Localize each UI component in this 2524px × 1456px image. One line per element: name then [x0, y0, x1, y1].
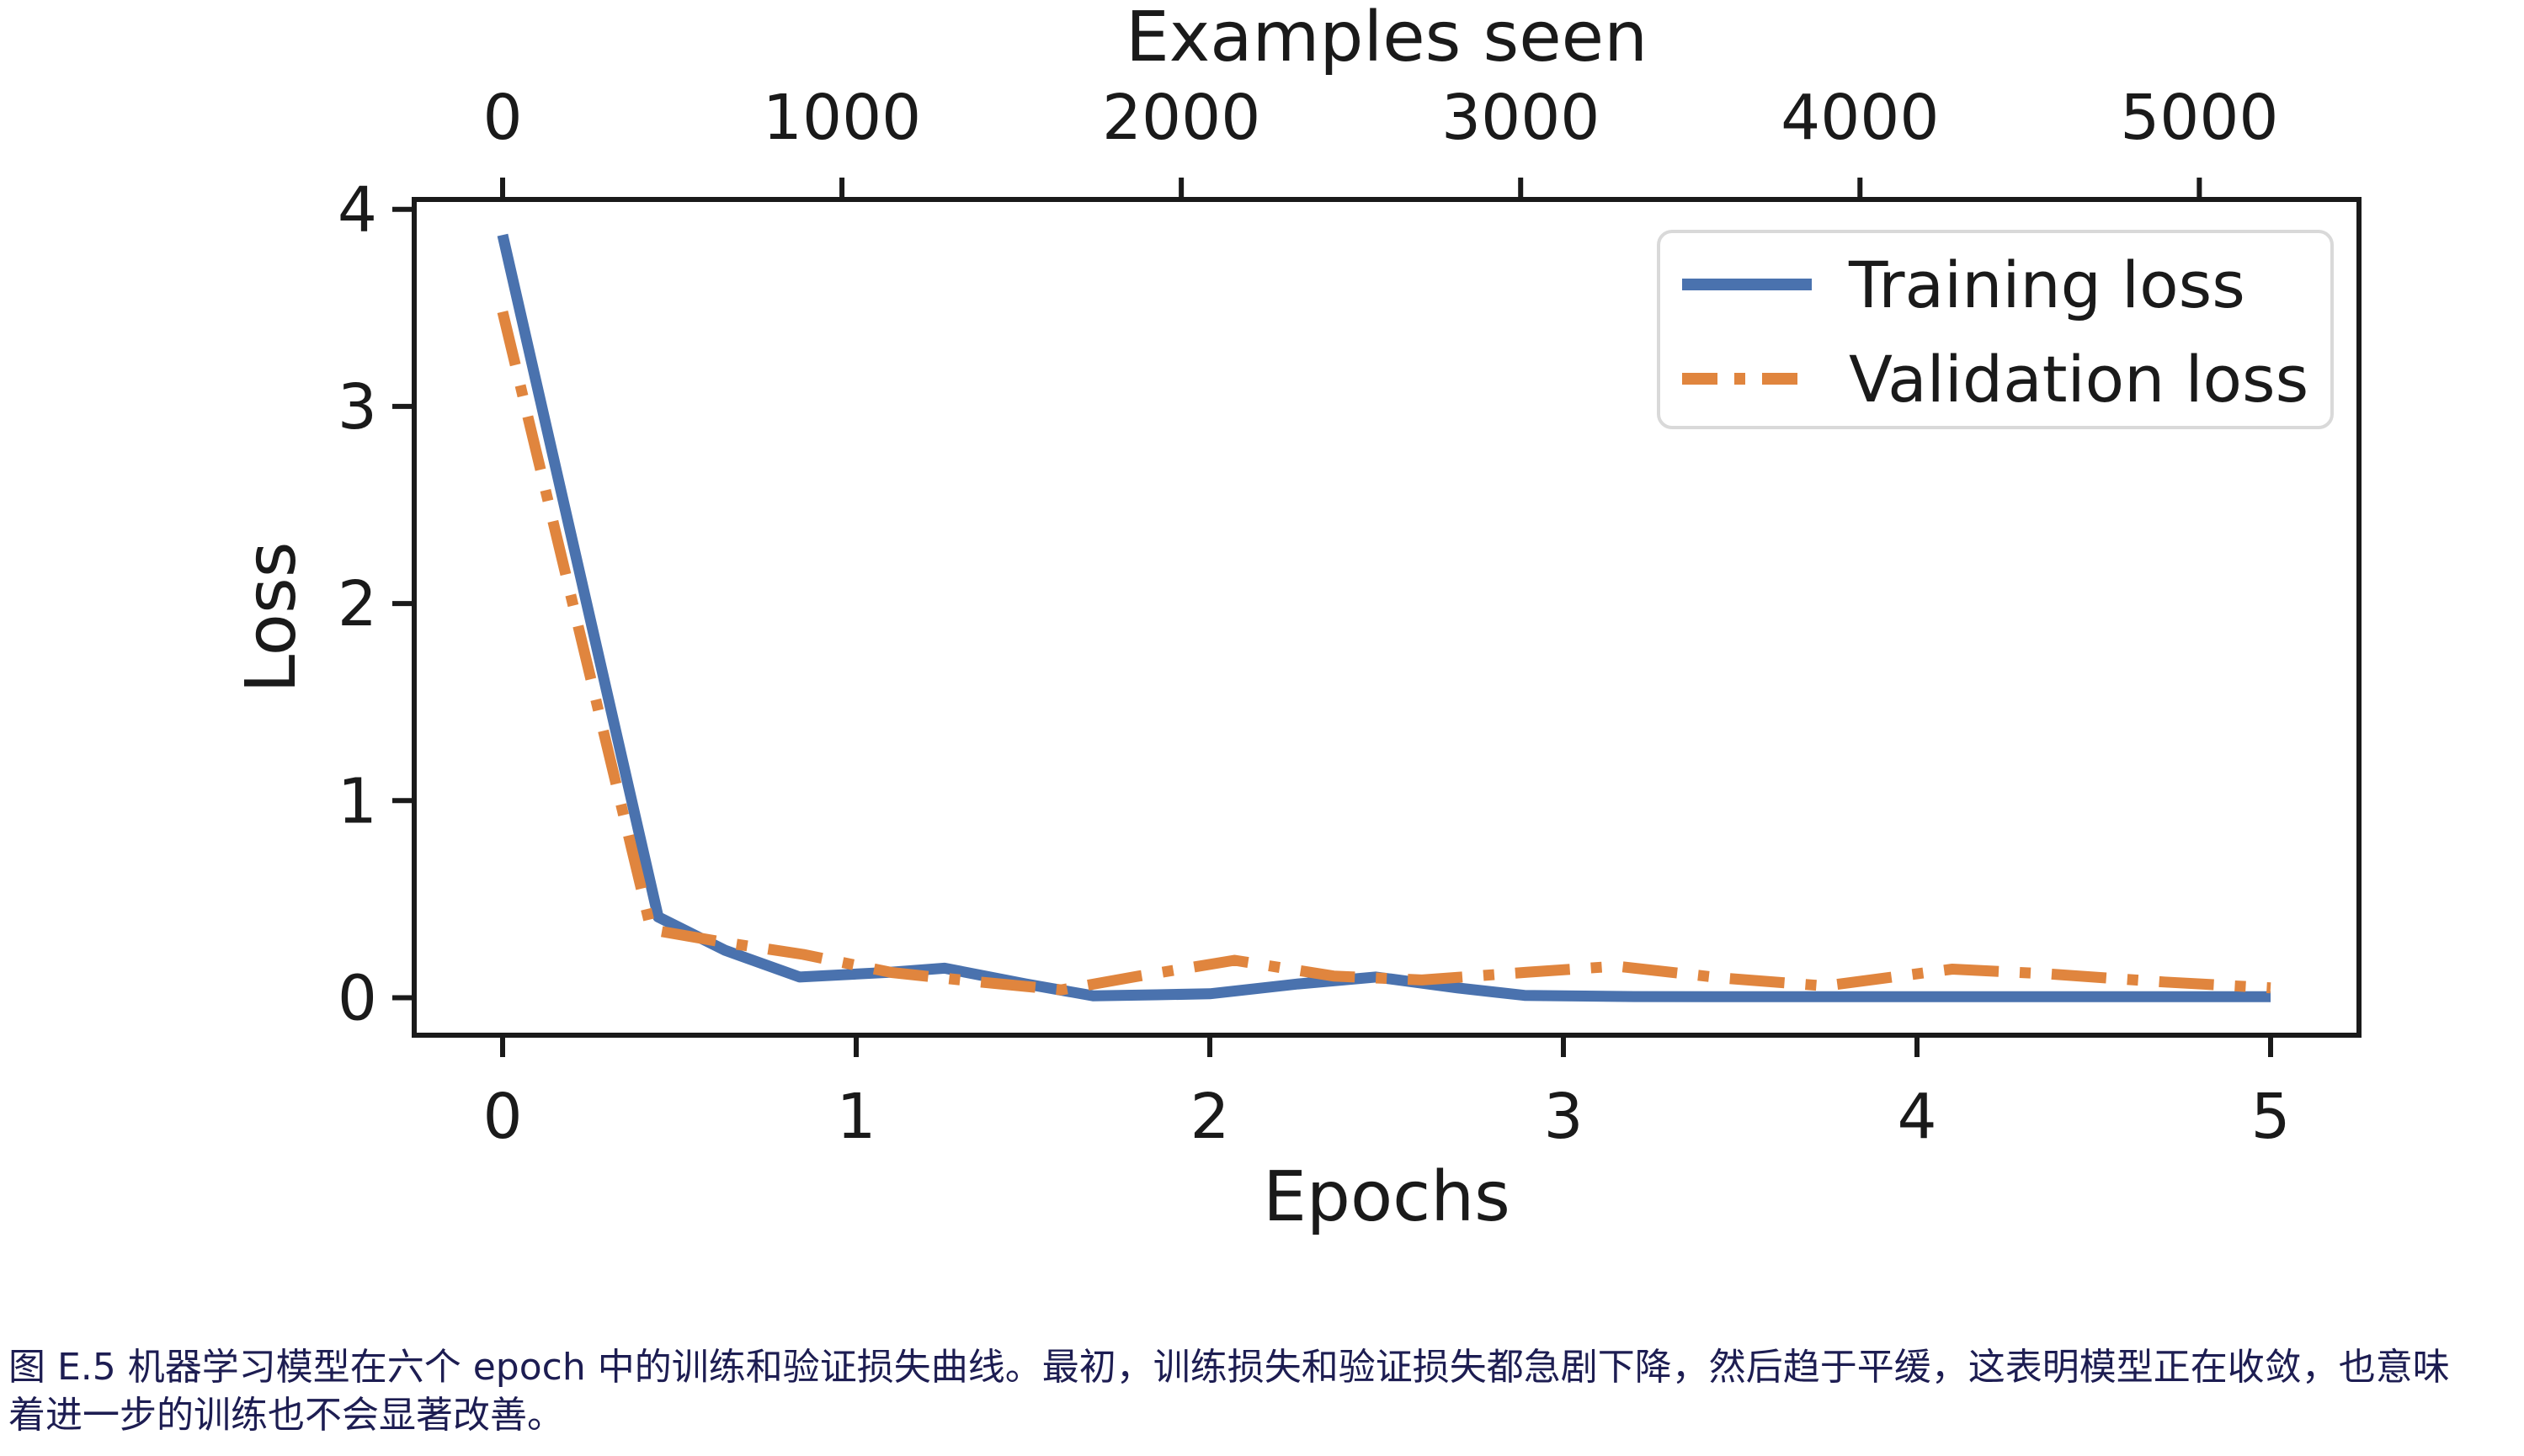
caption-line-2: 着进一步的训练也不会显著改善。	[8, 1394, 564, 1437]
caption-line-1: 图 E.5 机器学习模型在六个 epoch 中的训练和验证损失曲线。最初，训练损…	[8, 1346, 2450, 1389]
plot-spines	[412, 197, 2362, 1038]
legend-label: Training loss	[1848, 247, 2245, 322]
top-axis-title: Examples seen	[1126, 0, 1648, 77]
y-axis-tick-label: 3	[338, 371, 377, 444]
y-axis-tick-label: 4	[338, 174, 377, 247]
figure-caption: 图 E.5 机器学习模型在六个 epoch 中的训练和验证损失曲线。最初，训练损…	[0, 1343, 2524, 1439]
series-line-validation	[497, 310, 2271, 996]
top-axis-tick-label: 3000	[1441, 82, 1600, 154]
x-axis-tick-label: 5	[2250, 1081, 2290, 1153]
top-axis-tick-label: 0	[482, 82, 522, 154]
y-axis-tick-label: 2	[338, 568, 377, 640]
x-axis-tick-label: 1	[836, 1081, 876, 1153]
legend-box	[1657, 230, 2334, 429]
y-axis-title: Loss	[232, 542, 312, 693]
x-axis-tick-label: 2	[1190, 1081, 1229, 1153]
top-axis-tick-label: 1000	[763, 82, 921, 154]
y-axis-tick-label: 1	[338, 765, 377, 837]
top-axis-tick-label: 2000	[1102, 82, 1260, 154]
legend-label: Validation loss	[1849, 342, 2308, 417]
top-axis-tick-label: 4000	[1781, 82, 1939, 154]
series-line-training	[497, 233, 2271, 1002]
y-axis-tick-label: 0	[338, 963, 377, 1035]
x-axis-tick-label: 3	[1543, 1081, 1583, 1153]
top-axis-tick-label: 5000	[2120, 82, 2278, 154]
x-axis-title: Epochs	[1263, 1157, 1510, 1237]
x-axis-tick-label: 0	[482, 1081, 522, 1153]
loss-chart: 0 1 2 3 4 5 Epochs 0 1000 2000 3000 4000 5000 Example…	[232, 0, 2362, 1237]
x-axis-tick-label: 4	[1897, 1081, 1936, 1153]
